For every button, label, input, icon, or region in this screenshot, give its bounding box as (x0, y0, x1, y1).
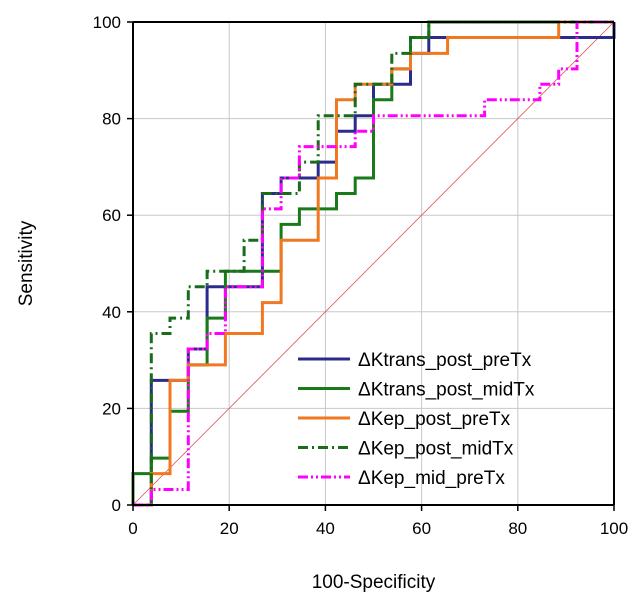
series-line-3 (133, 20, 614, 507)
legend-label: ΔKep_mid_preTx (358, 468, 505, 489)
reference-diagonal-line (132, 21, 615, 506)
y-tick-label: 80 (102, 110, 121, 129)
series-line-5 (133, 20, 614, 507)
x-tick-label: 100 (600, 519, 628, 538)
series-line-4 (133, 20, 614, 507)
x-tick-label: 40 (316, 519, 335, 538)
legend-label: ΔKtrans_post_preTx (358, 350, 532, 371)
y-tick-label: 40 (102, 303, 121, 322)
series-lines (131, 20, 616, 507)
legend: ΔKtrans_post_preTx ΔKtrans_post_midTx ΔKep… (298, 350, 535, 489)
axes (127, 21, 615, 511)
x-tick-labels: 0 20 40 60 80 100 (128, 519, 628, 538)
grid (133, 22, 614, 505)
y-tick-label: 0 (112, 496, 121, 515)
y-axis-label: Sensitivity (16, 220, 37, 306)
x-tick-label: 20 (220, 519, 239, 538)
legend-label: ΔKep_post_midTx (358, 439, 514, 460)
legend-label: ΔKep_post_preTx (358, 409, 511, 430)
legend-label: ΔKtrans_post_midTx (358, 380, 535, 401)
x-tick-label: 80 (508, 519, 527, 538)
y-tick-label: 20 (102, 399, 121, 418)
x-axis-label: 100-Specificity (312, 572, 436, 593)
x-tick-label: 0 (128, 519, 137, 538)
x-tick-label: 60 (412, 519, 431, 538)
y-tick-labels: 0 20 40 60 80 100 (93, 13, 121, 515)
y-tick-label: 100 (93, 13, 121, 32)
y-tick-label: 60 (102, 206, 121, 225)
